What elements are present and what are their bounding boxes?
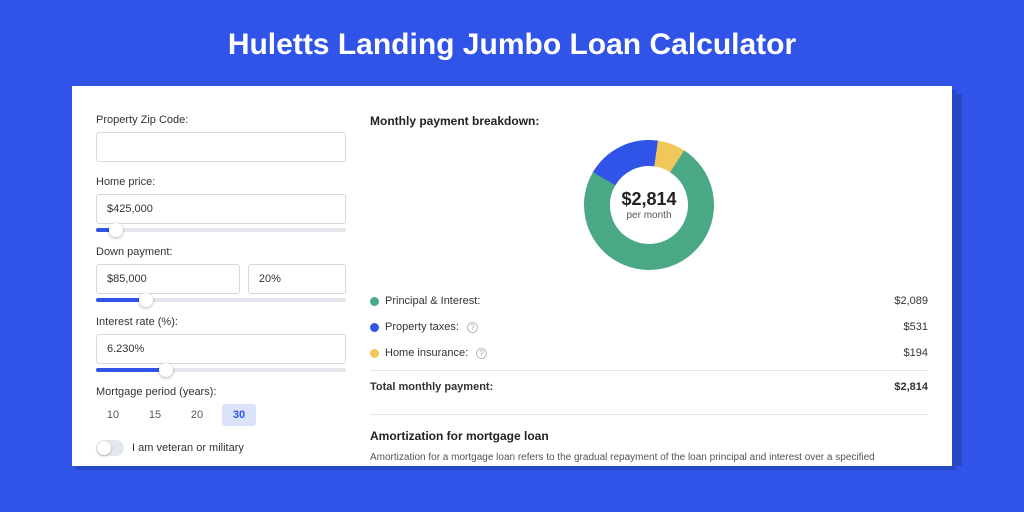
donut-chart: $2,814 per month [584,140,714,270]
veteran-label: I am veteran or military [132,442,244,454]
interest-slider[interactable] [96,368,346,372]
veteran-toggle[interactable] [96,440,124,456]
home-price-slider[interactable] [96,228,346,232]
total-value: $2,814 [894,381,928,393]
home-price-field: Home price: [96,176,346,232]
info-icon[interactable]: ? [476,348,487,359]
down-payment-amount-input[interactable] [96,264,240,294]
period-option-10[interactable]: 10 [96,404,130,426]
zip-label: Property Zip Code: [96,114,346,126]
breakdown-row-value: $2,089 [894,295,928,307]
form-panel: Property Zip Code: Home price: Down paym… [96,114,346,466]
breakdown-row-value: $194 [904,347,928,359]
breakdown-total-row: Total monthly payment: $2,814 [370,370,928,400]
breakdown-row-value: $531 [904,321,928,333]
interest-label: Interest rate (%): [96,316,346,328]
period-options: 10 15 20 30 [96,404,346,426]
veteran-row: I am veteran or military [96,440,346,456]
donut-sub: per month [626,210,671,221]
breakdown-panel: Monthly payment breakdown: $2,814 per mo… [346,114,928,466]
period-option-20[interactable]: 20 [180,404,214,426]
period-label: Mortgage period (years): [96,386,346,398]
info-icon[interactable]: ? [467,322,478,333]
page-title: Huletts Landing Jumbo Loan Calculator [0,0,1024,86]
breakdown-row: Home insurance:? $194 [370,340,928,366]
breakdown-rows: Principal & Interest: $2,089 Property taxe… [370,288,928,400]
breakdown-row-label: Home insurance: [385,347,468,359]
zip-input[interactable] [96,132,346,162]
donut-amount: $2,814 [621,189,676,210]
home-price-input[interactable] [96,194,346,224]
breakdown-title: Monthly payment breakdown: [370,114,928,128]
card-shadow [952,94,962,466]
breakdown-row-label: Property taxes: [385,321,459,333]
total-label: Total monthly payment: [370,381,493,393]
breakdown-row: Property taxes:? $531 [370,314,928,340]
amortization-text: Amortization for a mortgage loan refers … [370,451,928,465]
legend-dot [370,323,379,332]
interest-input[interactable] [96,334,346,364]
amortization-title: Amortization for mortgage loan [370,429,928,443]
period-field: Mortgage period (years): 10 15 20 30 [96,386,346,426]
interest-field: Interest rate (%): [96,316,346,372]
breakdown-row-label: Principal & Interest: [385,295,480,307]
legend-dot [370,297,379,306]
donut-wrap: $2,814 per month [370,140,928,270]
calculator-card: Property Zip Code: Home price: Down paym… [72,86,952,466]
legend-dot [370,349,379,358]
zip-field: Property Zip Code: [96,114,346,162]
period-option-15[interactable]: 15 [138,404,172,426]
down-payment-slider[interactable] [96,298,346,302]
period-option-30[interactable]: 30 [222,404,256,426]
down-payment-pct-input[interactable] [248,264,346,294]
breakdown-row: Principal & Interest: $2,089 [370,288,928,314]
amortization-section: Amortization for mortgage loan Amortizat… [370,414,928,465]
down-payment-field: Down payment: [96,246,346,302]
home-price-label: Home price: [96,176,346,188]
down-payment-label: Down payment: [96,246,346,258]
